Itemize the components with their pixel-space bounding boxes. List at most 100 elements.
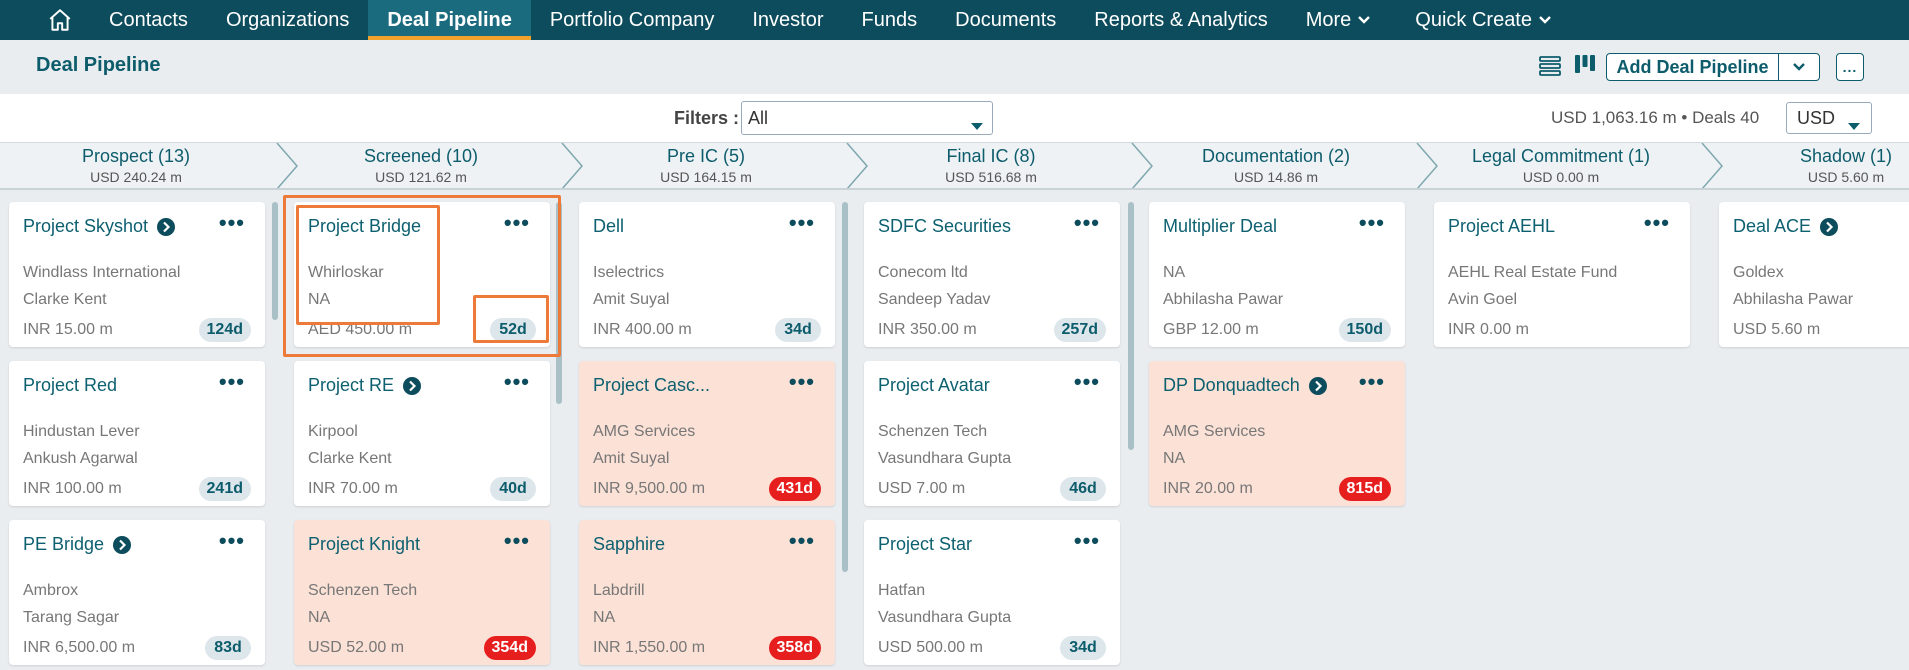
deal-owner: Amit Suyal: [593, 291, 670, 308]
deal-title[interactable]: Project Knight: [308, 534, 421, 554]
stage-headers: Prospect (13) USD 240.24 m Screened (10) U…: [0, 142, 1909, 190]
open-deal-icon[interactable]: [402, 376, 422, 396]
list-view-icon[interactable]: [1538, 54, 1562, 83]
nav-portfolio-company[interactable]: Portfolio Company: [549, 8, 715, 31]
deal-owner: Clarke Kent: [23, 291, 107, 308]
more-options-button[interactable]: ...: [1836, 53, 1864, 81]
deal-card[interactable]: PE Bridge ••• Ambrox Tarang Sagar INR 6,500.…: [9, 520, 265, 665]
stage-shadow[interactable]: Shadow (1) USD 5.60 m: [1799, 146, 1893, 185]
deal-card[interactable]: Project Red ••• Hindustan Lever Ankush Agar…: [9, 361, 265, 506]
deal-title[interactable]: Project Casc...: [593, 375, 711, 395]
card-menu-button[interactable]: •••: [1643, 210, 1670, 235]
deal-card[interactable]: Project AEHL ••• AEHL Real Estate Fund Avin…: [1434, 202, 1690, 347]
nav-investor[interactable]: Investor: [752, 8, 824, 31]
card-menu-button[interactable]: •••: [1358, 369, 1385, 394]
card-menu-button[interactable]: •••: [788, 369, 815, 394]
nav-quick-create[interactable]: Quick Create: [1396, 0, 1571, 40]
open-deal-icon[interactable]: [1308, 376, 1328, 396]
column-scrollbar[interactable]: [272, 202, 278, 320]
card-menu-button[interactable]: •••: [1073, 528, 1100, 553]
deal-card[interactable]: Project Avatar ••• Schenzen Tech Vasundhara…: [864, 361, 1120, 506]
deal-card[interactable]: Multiplier Deal ••• NA Abhilasha Pawar GBP 1…: [1149, 202, 1405, 347]
card-menu-button[interactable]: •••: [503, 369, 530, 394]
deal-amount: GBP 12.00 m: [1163, 321, 1259, 338]
stage-documentation[interactable]: Documentation (2) USD 14.86 m: [1201, 146, 1351, 185]
deal-owner: NA: [308, 291, 331, 308]
chevron-down-icon: [1538, 15, 1552, 25]
deal-amount: INR 9,500.00 m: [593, 480, 706, 497]
nav-funds[interactable]: Funds: [861, 8, 918, 31]
deal-title[interactable]: Dell: [593, 216, 625, 236]
nav-more[interactable]: More: [1287, 0, 1391, 40]
deal-age-badge: 150d: [1338, 318, 1391, 342]
chevron-down-icon: [1357, 15, 1371, 25]
deal-title[interactable]: PE Bridge: [23, 534, 132, 555]
deal-title[interactable]: Project Star: [878, 534, 973, 554]
deal-card[interactable]: Project RE ••• Kirpool Clarke Kent INR 70.00…: [294, 361, 550, 506]
deal-title[interactable]: Project AEHL: [1448, 216, 1556, 236]
deal-title[interactable]: Project Red: [23, 375, 118, 395]
card-menu-button[interactable]: •••: [788, 210, 815, 235]
stage-separator-icon: [276, 143, 298, 188]
card-menu-button[interactable]: •••: [218, 369, 245, 394]
stage-final-ic[interactable]: Final IC (8) USD 516.68 m: [945, 146, 1037, 185]
column-scrollbar[interactable]: [842, 202, 848, 572]
deal-company: Schenzen Tech: [308, 582, 418, 599]
deal-title[interactable]: SDFC Securities: [878, 216, 1012, 236]
stage-legal-commitment[interactable]: Legal Commitment (1) USD 0.00 m: [1471, 146, 1651, 185]
deal-title[interactable]: DP Donquadtech: [1163, 375, 1328, 396]
deal-card[interactable]: Project Casc... ••• AMG Services Amit Suyal…: [579, 361, 835, 506]
nav-contacts[interactable]: Contacts: [109, 8, 188, 31]
deal-card[interactable]: Project Star ••• Hatfan Vasundhara Gupta USD…: [864, 520, 1120, 665]
stage-separator-icon: [561, 143, 583, 188]
stage-screened[interactable]: Screened (10) USD 121.62 m: [363, 146, 479, 185]
deal-age-badge: 124d: [198, 318, 251, 342]
card-menu-button[interactable]: •••: [1358, 210, 1385, 235]
stage-pre-ic[interactable]: Pre IC (5) USD 164.15 m: [660, 146, 752, 185]
deal-title[interactable]: Multiplier Deal: [1163, 216, 1278, 236]
deal-title[interactable]: Deal ACE: [1733, 216, 1839, 237]
deal-company: AMG Services: [1163, 423, 1266, 440]
card-menu-button[interactable]: •••: [1073, 210, 1100, 235]
add-deal-pipeline-button[interactable]: Add Deal Pipeline: [1606, 53, 1820, 81]
deal-title[interactable]: Project Skyshot: [23, 216, 176, 237]
deal-age-badge: 52d: [490, 318, 536, 342]
stage-prospect[interactable]: Prospect (13) USD 240.24 m: [81, 146, 191, 185]
home-icon[interactable]: [40, 0, 80, 40]
highlight-annotation: [473, 295, 549, 343]
deal-card[interactable]: Dell ••• Iselectrics Amit Suyal INR 400.00 m…: [579, 202, 835, 347]
nav-documents[interactable]: Documents: [955, 8, 1057, 31]
card-menu-button[interactable]: •••: [218, 210, 245, 235]
pipeline-totals: USD 1,063.16 m • Deals 40: [1551, 108, 1760, 127]
deal-title[interactable]: Project RE: [308, 375, 422, 396]
nav-organizations[interactable]: Organizations: [225, 8, 350, 31]
deal-age-badge: 431d: [768, 477, 821, 501]
deal-card[interactable]: DP Donquadtech ••• AMG Services NA INR 20.00…: [1149, 361, 1405, 506]
nav-deal-pipeline[interactable]: Deal Pipeline: [368, 0, 531, 40]
nav-reports-analytics[interactable]: Reports & Analytics: [1094, 8, 1268, 31]
deal-owner: Ankush Agarwal: [23, 450, 138, 467]
deal-card[interactable]: Project Skyshot ••• Windlass International…: [9, 202, 265, 347]
card-menu-button[interactable]: •••: [788, 528, 815, 553]
card-menu-button[interactable]: •••: [1073, 369, 1100, 394]
deal-title[interactable]: Project Bridge: [308, 216, 422, 236]
deal-title[interactable]: Sapphire: [593, 534, 666, 554]
deal-title[interactable]: Project Avatar: [878, 375, 990, 395]
deal-amount: INR 15.00 m: [23, 321, 113, 338]
deal-owner: Abhilasha Pawar: [1733, 291, 1854, 308]
deal-card[interactable]: SDFC Securities ••• Conecom ltd Sandeep Yad…: [864, 202, 1120, 347]
chevron-down-icon[interactable]: [1779, 54, 1819, 80]
card-menu-button[interactable]: •••: [218, 528, 245, 553]
open-deal-icon[interactable]: [156, 217, 176, 237]
filters-select[interactable]: All: [741, 101, 993, 135]
deal-card[interactable]: Sapphire ••• Labdrill NA INR 1,550.00 m 358d: [579, 520, 835, 665]
open-deal-icon[interactable]: [112, 535, 132, 555]
deal-card[interactable]: Project Knight ••• Schenzen Tech NA USD 52.0…: [294, 520, 550, 665]
open-deal-icon[interactable]: [1819, 217, 1839, 237]
column-scrollbar[interactable]: [1128, 202, 1134, 450]
deal-amount: USD 7.00 m: [878, 480, 966, 497]
kanban-view-icon[interactable]: [1574, 53, 1596, 82]
card-menu-button[interactable]: •••: [503, 528, 530, 553]
currency-select[interactable]: USD: [1786, 102, 1872, 134]
